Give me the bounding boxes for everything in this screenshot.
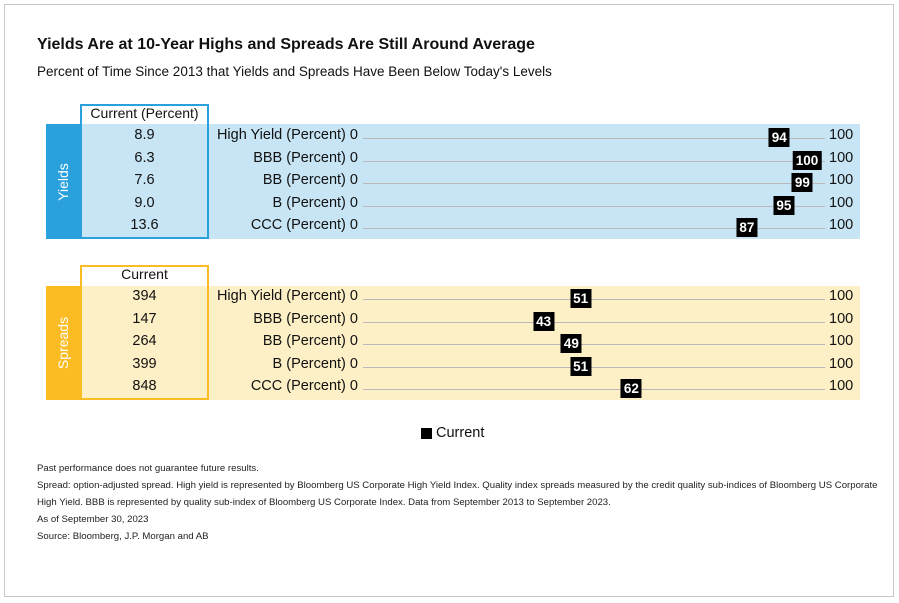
spreads-row-label: BB (Percent) 0 (200, 333, 358, 349)
yields-category-label: CCC (Percent) (250, 217, 346, 233)
spreads-row-track-line (363, 344, 825, 345)
yields-category-label: BB (Percent) (262, 172, 346, 188)
spreads-axis-max-label: 100 (829, 288, 854, 304)
yields-axis-min-label: 0 (349, 217, 358, 233)
spreads-current-value: 848 (132, 378, 157, 394)
spreads-current-header: Current (121, 266, 168, 282)
yields-current-value: 9.0 (134, 194, 155, 211)
spreads-section-label-text: Spreads (55, 316, 71, 370)
yields-axis-min-label: 0 (349, 172, 358, 188)
yields-current-marker: 87 (736, 218, 758, 237)
spreads-axis-max-label: 100 (829, 333, 854, 349)
spreads-current-column-box (80, 265, 209, 400)
yields-current-value: 6.3 (134, 149, 155, 166)
yields-axis-max-label: 100 (829, 194, 854, 211)
yields-axis-min-label: 0 (349, 127, 358, 143)
spreads-row-track-line (363, 389, 825, 390)
yields-category-label: B (Percent) (272, 194, 346, 211)
spreads-row-label: CCC (Percent) 0 (200, 378, 358, 394)
yields-row-track-line (363, 183, 825, 184)
footnotes: Past performance does not guarantee futu… (37, 460, 878, 545)
yields-row-track-line (363, 228, 825, 229)
spreads-axis-max-label: 100 (829, 310, 854, 327)
spreads-section-label: Spreads (46, 286, 80, 400)
chart-subtitle: Percent of Time Since 2013 that Yields a… (37, 64, 552, 79)
yields-current-marker: 94 (768, 128, 790, 147)
spreads-axis-min-label: 0 (349, 355, 358, 372)
footnote-spread-definition-cont: High Yield. BBB is represented by qualit… (37, 497, 611, 508)
spreads-current-marker: 62 (620, 379, 642, 398)
legend: Current (421, 425, 484, 441)
footnote-disclaimer: Past performance does not guarantee futu… (37, 463, 259, 474)
spreads-current-marker: 51 (570, 289, 592, 308)
spreads-row-track-line (363, 299, 825, 300)
yields-panel-background (46, 124, 860, 239)
spreads-category-label: BBB (Percent) (253, 310, 346, 327)
chart-title: Yields Are at 10-Year Highs and Spreads … (37, 36, 535, 53)
footnote-source: Source: Bloomberg, J.P. Morgan and AB (37, 531, 209, 542)
yields-side-tab (46, 124, 80, 239)
spreads-side-tab (46, 286, 80, 400)
spreads-axis-min-label: 0 (349, 310, 358, 327)
yields-current-value: 13.6 (130, 217, 159, 233)
spreads-axis-max-label: 100 (829, 355, 854, 372)
spreads-category-label: High Yield (Percent) (216, 288, 346, 304)
yields-current-marker: 95 (773, 195, 795, 215)
yields-axis-max-label: 100 (829, 172, 854, 188)
yields-row-track-line (363, 205, 825, 207)
footnote-spread-definition: Spread: option-adjusted spread. High yie… (37, 480, 878, 491)
spreads-row-track-line (363, 366, 825, 368)
yields-current-value: 8.9 (134, 127, 155, 143)
yields-row-label: BBB (Percent) 0 (200, 150, 358, 166)
yields-axis-min-label: 0 (349, 194, 358, 211)
yields-axis-min-label: 0 (349, 149, 358, 166)
yields-axis-max-label: 100 (829, 217, 854, 233)
legend-swatch (421, 427, 432, 439)
spreads-row-track-line (363, 321, 825, 323)
yields-row-label: High Yield (Percent) 0 (200, 127, 358, 143)
yields-current-marker: 99 (791, 173, 813, 192)
spreads-current-value: 147 (132, 310, 157, 327)
spreads-current-value: 264 (132, 333, 157, 349)
spreads-panel-background (46, 286, 860, 400)
spreads-axis-min-label: 0 (349, 378, 358, 394)
yields-current-value: 7.6 (134, 172, 155, 188)
spreads-current-marker: 43 (533, 311, 555, 331)
spreads-axis-min-label: 0 (349, 288, 358, 304)
yields-axis-max-label: 100 (829, 149, 854, 166)
spreads-axis-max-label: 100 (829, 378, 854, 394)
yields-current-header: Current (Percent) (90, 105, 199, 121)
spreads-axis-min-label: 0 (349, 333, 358, 349)
yields-axis-max-label: 100 (829, 127, 854, 143)
yields-row-track-line (363, 160, 825, 162)
spreads-row-label: BBB (Percent) 0 (200, 311, 358, 327)
spreads-category-label: B (Percent) (272, 355, 346, 372)
yields-row-label: BB (Percent) 0 (200, 172, 358, 188)
footnote-as-of-date: As of September 30, 2023 (37, 514, 149, 525)
yields-current-column-box (80, 104, 209, 239)
legend-label: Current (436, 425, 485, 441)
spreads-category-label: CCC (Percent) (250, 378, 346, 394)
spreads-category-label: BB (Percent) (262, 333, 346, 349)
yields-section-label-text: Yields (55, 162, 71, 201)
spreads-row-label: High Yield (Percent) 0 (200, 288, 358, 304)
yields-row-label: CCC (Percent) 0 (200, 217, 358, 233)
chart-frame (4, 4, 894, 597)
spreads-current-value: 399 (132, 355, 157, 372)
yields-row-track-line (363, 138, 825, 139)
yields-current-marker: 100 (792, 150, 822, 170)
spreads-current-marker: 49 (560, 334, 582, 353)
yields-section-label: Yields (46, 124, 80, 239)
yields-row-label: B (Percent) 0 (200, 195, 358, 211)
spreads-row-label: B (Percent) 0 (200, 356, 358, 372)
spreads-current-value: 394 (132, 288, 157, 304)
spreads-current-marker: 51 (570, 356, 592, 376)
yields-category-label: BBB (Percent) (253, 149, 346, 166)
yields-category-label: High Yield (Percent) (216, 127, 346, 143)
